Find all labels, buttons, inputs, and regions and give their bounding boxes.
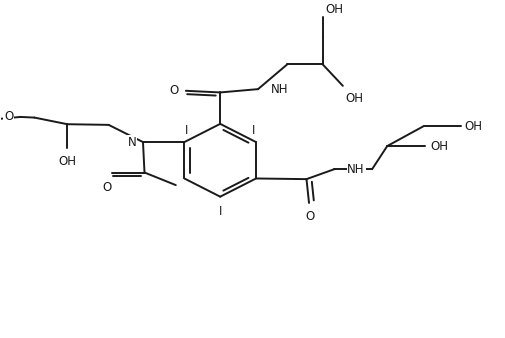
Text: I: I xyxy=(218,205,222,218)
Text: I: I xyxy=(184,124,188,138)
Text: OH: OH xyxy=(463,120,481,133)
Text: O: O xyxy=(169,84,178,97)
Text: OH: OH xyxy=(344,92,363,105)
Text: O: O xyxy=(102,181,111,194)
Text: I: I xyxy=(252,124,255,138)
Text: O: O xyxy=(305,210,314,223)
Text: OH: OH xyxy=(325,3,342,16)
Text: OH: OH xyxy=(58,155,76,168)
Text: O: O xyxy=(4,111,13,123)
Text: NH: NH xyxy=(347,163,364,176)
Text: NH: NH xyxy=(271,82,288,96)
Text: N: N xyxy=(127,136,136,149)
Text: OH: OH xyxy=(429,140,447,152)
